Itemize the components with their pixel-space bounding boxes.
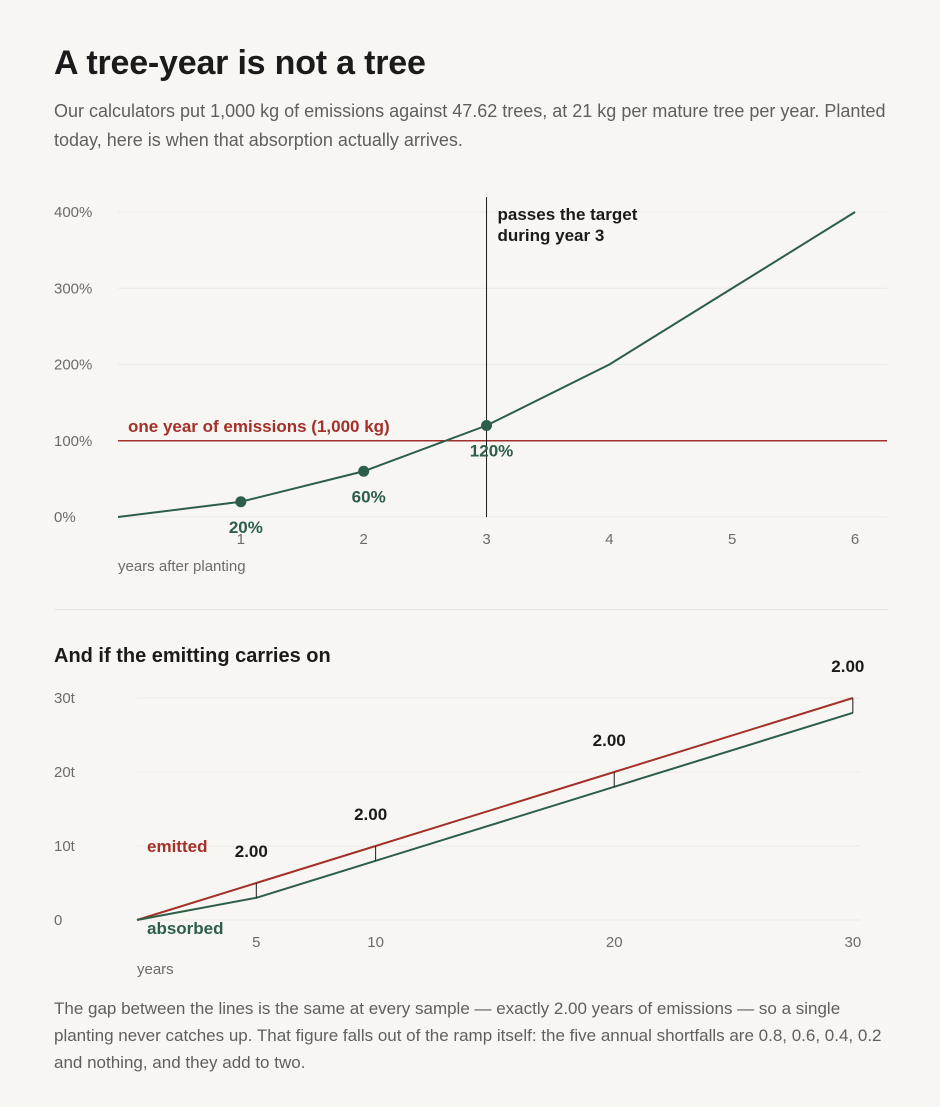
series-label-absorbed: absorbed [147,919,224,938]
page-subtitle: Our calculators put 1,000 kg of emission… [54,101,886,150]
y-tick-label: 20t [54,764,76,781]
footer-note: The gap between the lines is the same at… [54,999,882,1072]
y-tick-label: 0 [54,912,62,929]
series-label-emitted: emitted [147,837,207,856]
data-point [235,496,247,508]
series-line-absorbed [136,711,854,921]
x-axis-label: years after planting [118,558,246,575]
page-title: A tree-year is not a tree [54,44,426,82]
data-label: 20% [229,518,263,537]
cumulative-chart: 0 10t 20t 30t 5 10 20 30 years emitted absorbed 2.0… [54,657,864,978]
gap-label: 2.00 [831,657,864,676]
reference-line-label: one year of emissions (1,000 kg) [128,417,390,436]
y-tick-label: 100% [54,433,92,450]
x-tick-label: 2 [360,531,368,548]
data-label: 60% [352,487,386,506]
series-line-emitted [136,697,854,921]
x-tick-label: 3 [482,531,490,548]
y-tick-label: 400% [54,204,92,221]
data-point [481,420,493,431]
x-tick-label: 4 [605,531,613,548]
x-tick-label: 6 [851,531,859,548]
section-divider [54,609,888,610]
y-tick-label: 30t [54,690,76,707]
annotation-text: during year 3 [498,226,605,245]
x-axis-label: years [137,961,174,978]
data-point [358,465,370,477]
x-tick-label: 20 [606,934,623,951]
gap-label: 2.00 [593,731,626,750]
x-tick-label: 10 [367,934,384,951]
x-tick-label: 5 [728,531,736,548]
annotation-text: passes the target [498,205,638,224]
gap-label: 2.00 [354,805,387,824]
section-title: And if the emitting carries on [54,645,331,667]
data-label: 120% [470,442,513,461]
x-tick-label: 5 [252,934,260,951]
absorption-chart: 0% 100% 200% 300% 400% 1 2 3 4 5 6 years after plan… [54,197,887,575]
y-tick-label: 0% [54,509,76,526]
gap-label: 2.00 [235,842,268,861]
y-tick-label: 300% [54,280,92,297]
y-tick-label: 200% [54,357,92,374]
x-tick-label: 1 [237,531,245,548]
y-tick-label: 10t [54,838,76,855]
x-tick-label: 30 [844,934,861,951]
